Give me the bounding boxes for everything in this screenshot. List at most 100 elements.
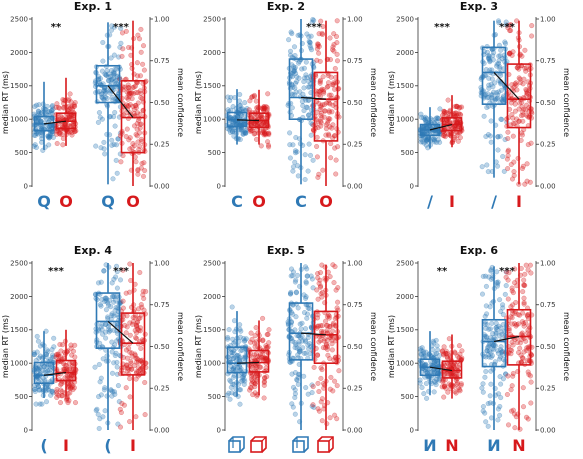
right-tick-label: 0.25 [154,385,170,393]
data-point [483,283,489,289]
data-point [96,425,102,431]
data-point [525,327,531,333]
data-point [325,322,331,328]
data-point [311,364,317,370]
right-axis-label: mean confidence [176,312,185,381]
data-point [260,337,266,343]
data-point [106,77,112,83]
data-point [266,130,272,136]
left-tick-label: 500 [208,393,221,401]
data-point [252,333,258,339]
data-point [306,34,312,40]
right-tick-label: 0.25 [540,385,556,393]
data-point [111,24,117,30]
data-point [327,35,333,41]
data-point [320,167,326,173]
data-point [315,43,321,49]
data-point [328,155,334,161]
data-point [315,174,321,180]
left-tick-label: 1500 [396,326,414,334]
data-point [127,146,133,152]
data-point [495,163,501,169]
data-point [454,133,460,139]
data-point [138,302,144,308]
data-point [101,268,107,274]
data-point [101,387,107,393]
right-axis-label: mean confidence [176,68,185,137]
data-point [458,382,464,388]
data-point [108,388,114,394]
left-tick-label: 0 [24,426,28,434]
median-connector-rt [236,361,260,364]
data-point [105,314,111,320]
data-point [305,105,311,111]
data-point [225,336,231,342]
data-point [249,376,255,382]
data-point [133,376,139,382]
data-point [423,349,429,355]
right-tick-label: 0.50 [347,99,363,107]
data-point [129,145,135,151]
left-tick-label: 1500 [10,326,28,334]
data-point [495,406,501,412]
data-point [54,101,60,107]
data-point [307,42,313,48]
stimulus-label: O [126,192,140,211]
data-point [109,137,115,143]
data-point [315,352,321,358]
data-point [487,393,493,399]
data-point [100,58,106,64]
data-point [511,159,517,165]
data-point [224,392,230,398]
data-point [424,138,430,144]
data-point [513,300,519,306]
data-point [498,47,504,53]
data-point [60,366,66,372]
data-point [485,169,491,175]
left-tick-label: 1500 [203,82,221,90]
data-point [528,379,534,385]
data-point [296,60,302,66]
data-point [495,417,501,423]
data-point [32,388,38,394]
data-point [516,66,522,72]
panel-title: Exp. 1 [74,0,112,13]
data-point [31,350,37,356]
data-point [138,49,144,55]
data-point [485,423,491,429]
data-point [505,153,511,159]
data-point [60,115,66,121]
data-point [120,46,126,52]
data-point [333,287,339,293]
data-point [329,341,335,347]
data-point [504,391,510,397]
data-point [433,382,439,388]
data-point [254,136,260,142]
data-point [487,133,493,139]
data-point [419,384,425,390]
left-axis-label: median RT (ms) [194,315,203,378]
data-point [314,134,320,140]
stimulus-cube-icon [317,436,334,453]
data-point [440,379,446,385]
data-point [288,289,294,295]
data-point [302,176,308,182]
data-point [510,370,516,376]
left-tick-label: 1000 [203,116,221,124]
data-point [266,144,272,150]
data-point [45,134,51,140]
left-tick-label: 2500 [203,259,221,267]
data-point [321,90,327,96]
left-tick-label: 2500 [10,15,28,23]
data-point [302,152,308,158]
cube-front [228,440,241,453]
data-point [229,129,235,135]
data-point [117,44,123,50]
data-point [323,126,329,132]
data-point [302,264,308,270]
data-point [484,162,490,168]
data-point [120,153,126,159]
data-point [456,343,462,349]
data-point [140,43,146,49]
left-tick-label: 2500 [10,259,28,267]
